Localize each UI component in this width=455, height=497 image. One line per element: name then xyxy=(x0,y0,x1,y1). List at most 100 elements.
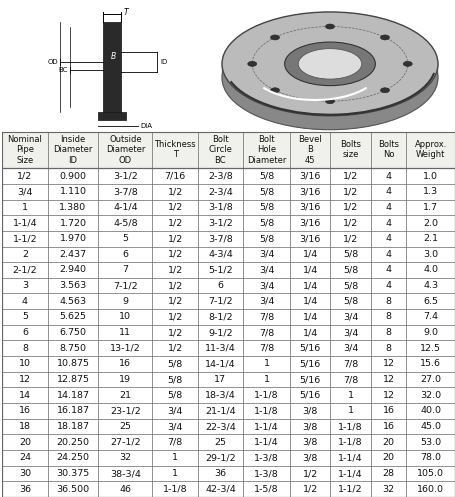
Ellipse shape xyxy=(325,24,334,29)
Text: 1-1/8: 1-1/8 xyxy=(338,422,362,431)
Text: 7/8: 7/8 xyxy=(167,438,182,447)
Text: 1: 1 xyxy=(263,359,269,368)
Text: BC: BC xyxy=(59,67,68,74)
Text: 4: 4 xyxy=(384,234,391,243)
Text: 5/8: 5/8 xyxy=(258,171,273,180)
Text: 12.5: 12.5 xyxy=(420,344,440,353)
Text: 1/4: 1/4 xyxy=(302,297,317,306)
Text: 2: 2 xyxy=(22,250,28,259)
Text: 16: 16 xyxy=(119,359,131,368)
Text: 5/8: 5/8 xyxy=(342,265,357,274)
Text: 20: 20 xyxy=(382,453,394,462)
Text: 1-1/8: 1-1/8 xyxy=(338,438,362,447)
Text: 45.0: 45.0 xyxy=(420,422,440,431)
Text: 3/16: 3/16 xyxy=(299,187,320,196)
Text: 1/2: 1/2 xyxy=(342,187,357,196)
Text: 1/2: 1/2 xyxy=(167,250,182,259)
Text: 3/4: 3/4 xyxy=(342,344,357,353)
Text: 1/2: 1/2 xyxy=(167,313,182,322)
Text: 12.875: 12.875 xyxy=(56,375,89,384)
Text: 10.875: 10.875 xyxy=(56,359,89,368)
Text: 18-3/4: 18-3/4 xyxy=(205,391,235,400)
Text: 5/8: 5/8 xyxy=(342,250,357,259)
Text: 3.0: 3.0 xyxy=(422,250,437,259)
Text: 1: 1 xyxy=(172,453,178,462)
Text: 7/8: 7/8 xyxy=(342,375,357,384)
Text: 7/8: 7/8 xyxy=(342,359,357,368)
Text: 8: 8 xyxy=(384,313,391,322)
Text: 1.7: 1.7 xyxy=(422,203,437,212)
Text: 3/4: 3/4 xyxy=(17,187,33,196)
Text: 6.750: 6.750 xyxy=(59,328,86,337)
Text: 4: 4 xyxy=(384,265,391,274)
Text: Approx.
Weight: Approx. Weight xyxy=(414,141,446,160)
Text: 6: 6 xyxy=(217,281,223,290)
Text: 20: 20 xyxy=(19,438,31,447)
Text: 32.0: 32.0 xyxy=(420,391,440,400)
Text: 27.0: 27.0 xyxy=(420,375,440,384)
Text: 14.187: 14.187 xyxy=(56,391,89,400)
Text: 12: 12 xyxy=(382,359,394,368)
Text: 1/2: 1/2 xyxy=(167,234,182,243)
Text: 23-1/2: 23-1/2 xyxy=(110,407,141,415)
Text: 3/8: 3/8 xyxy=(302,438,317,447)
Text: 3-7/8: 3-7/8 xyxy=(207,234,232,243)
Text: 17: 17 xyxy=(214,375,226,384)
Text: 13-1/2: 13-1/2 xyxy=(110,344,141,353)
Text: 1/4: 1/4 xyxy=(302,328,317,337)
Text: 7/16: 7/16 xyxy=(164,171,185,180)
Text: 1/4: 1/4 xyxy=(302,250,317,259)
Text: 2-3/4: 2-3/4 xyxy=(207,187,232,196)
Text: 1/2: 1/2 xyxy=(167,203,182,212)
Text: 12: 12 xyxy=(382,375,394,384)
Text: 4: 4 xyxy=(384,281,391,290)
Text: 5/8: 5/8 xyxy=(167,375,182,384)
Text: 1/2: 1/2 xyxy=(167,265,182,274)
Text: 3.563: 3.563 xyxy=(59,281,86,290)
Text: 1/2: 1/2 xyxy=(302,485,317,494)
Text: 1-3/8: 1-3/8 xyxy=(253,453,278,462)
Text: 8.750: 8.750 xyxy=(59,344,86,353)
Text: 4: 4 xyxy=(384,203,391,212)
Text: 1.970: 1.970 xyxy=(59,234,86,243)
Text: 1: 1 xyxy=(172,469,178,478)
Text: 53.0: 53.0 xyxy=(420,438,440,447)
Text: 3/4: 3/4 xyxy=(258,265,273,274)
Text: 1-5/8: 1-5/8 xyxy=(253,485,278,494)
Text: 1-3/8: 1-3/8 xyxy=(253,469,278,478)
Bar xyxy=(2,132,454,168)
Text: 1/2: 1/2 xyxy=(342,219,357,228)
Text: 0.900: 0.900 xyxy=(59,171,86,180)
Text: 6: 6 xyxy=(122,250,128,259)
Text: 4-3/4: 4-3/4 xyxy=(207,250,232,259)
Ellipse shape xyxy=(379,35,389,40)
Text: 7/8: 7/8 xyxy=(258,344,273,353)
Text: 38-3/4: 38-3/4 xyxy=(110,469,141,478)
Text: 9: 9 xyxy=(122,297,128,306)
Text: 20: 20 xyxy=(382,438,394,447)
Text: 1: 1 xyxy=(22,203,28,212)
Ellipse shape xyxy=(379,88,389,93)
Text: 10: 10 xyxy=(19,359,31,368)
Text: T: T xyxy=(124,8,128,17)
Text: 5/16: 5/16 xyxy=(299,359,320,368)
Text: 2.437: 2.437 xyxy=(59,250,86,259)
Ellipse shape xyxy=(325,99,334,104)
Text: 7-1/2: 7-1/2 xyxy=(113,281,137,290)
Text: 22-3/4: 22-3/4 xyxy=(205,422,235,431)
Text: 3/8: 3/8 xyxy=(302,422,317,431)
Text: 7/8: 7/8 xyxy=(258,328,273,337)
Text: 7: 7 xyxy=(122,265,128,274)
Text: 1.0: 1.0 xyxy=(422,171,437,180)
Text: 30: 30 xyxy=(19,469,31,478)
Text: 1-1/8: 1-1/8 xyxy=(162,485,187,494)
Text: 1-1/4: 1-1/4 xyxy=(338,453,362,462)
Text: 5: 5 xyxy=(22,313,28,322)
Text: 20.250: 20.250 xyxy=(56,438,89,447)
Text: 1/2: 1/2 xyxy=(167,344,182,353)
Text: 6.5: 6.5 xyxy=(422,297,437,306)
Text: 16: 16 xyxy=(382,407,394,415)
Text: 32: 32 xyxy=(382,485,394,494)
Text: 4: 4 xyxy=(384,250,391,259)
Text: 15.6: 15.6 xyxy=(420,359,440,368)
